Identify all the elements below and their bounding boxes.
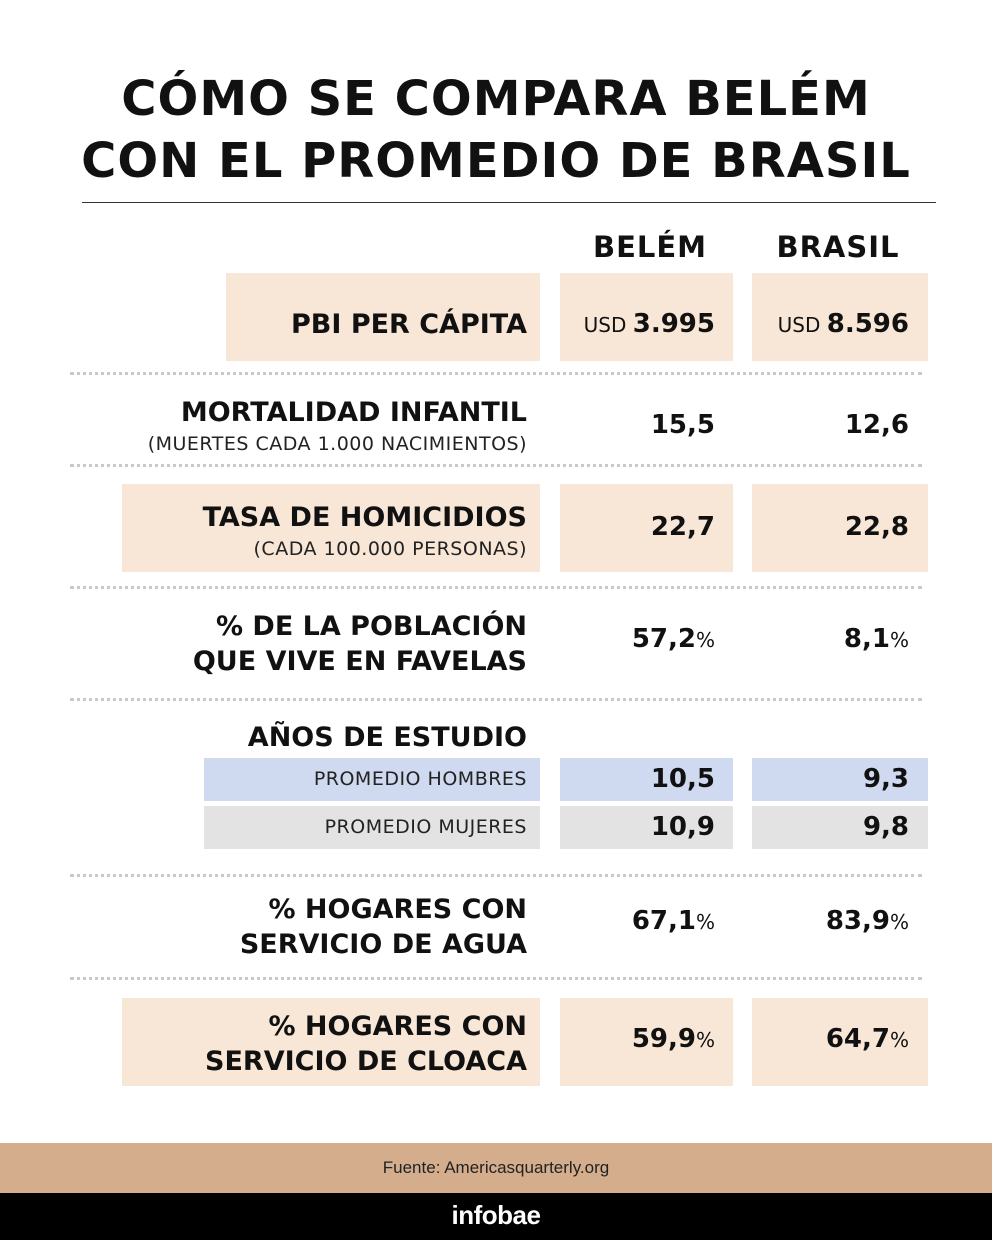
page-title: CÓMO SE COMPARA BELÉM CON EL PROMEDIO DE… [0,68,992,192]
homicidios-belem-value: 22,7 [650,512,715,542]
homicidios-brasil-cell [752,484,928,572]
cloaca-belem-value: 59,9% [632,1024,715,1054]
mortalidad-label: MORTALIDAD INFANTIL [180,397,527,428]
favelas-brasil-value: 8,1% [844,624,909,654]
hombres-label: PROMEDIO HOMBRES [313,768,527,790]
mortalidad-brasil-value: 12,6 [844,410,909,440]
percent-unit: % [695,910,715,934]
favelas-brasil-number: 8,1 [843,624,890,654]
pbi-belem-cell [560,273,733,361]
mujeres-label-cell [204,806,540,849]
agua-brasil-number: 83,9 [825,906,890,936]
row-separator [70,372,922,375]
title-line-2: CON EL PROMEDIO DE BRASIL [81,133,911,189]
favelas-belem-number: 57,2 [631,624,696,654]
mortalidad-sublabel: (MUERTES CADA 1.000 NACIMIENTOS) [147,433,527,455]
infobae-logo: infobae [451,1200,541,1230]
percent-unit: % [695,1028,715,1052]
percent-unit: % [889,1028,909,1052]
cloaca-brasil-value: 64,7% [826,1024,909,1054]
column-header-belem: BELÉM [592,230,708,264]
pbi-label-cell [226,273,540,361]
agua-belem-value: 67,1% [632,906,715,936]
homicidios-brasil-value: 22,8 [844,512,909,542]
mujeres-brasil-cell [752,806,928,849]
pbi-brasil-number: 8.596 [826,309,909,339]
mortalidad-belem-value: 15,5 [650,410,715,440]
hombres-brasil-cell [752,758,928,801]
agua-brasil-value: 83,9% [826,906,909,936]
pbi-belem-currency: USD [583,313,633,337]
title-divider [82,202,936,203]
row-separator [70,586,922,589]
mujeres-belem-cell [560,806,733,849]
mujeres-label: PROMEDIO MUJERES [324,816,527,838]
brand-bar: infobae [0,1193,992,1240]
source-text: Fuente: Americasquarterly.org [382,1158,610,1177]
pbi-label: PBI PER CÁPITA [291,309,527,340]
cloaca-label-line-1: % HOGARES CON [268,1011,527,1042]
row-separator [70,698,922,701]
homicidios-belem-cell [560,484,733,572]
agua-label-line-1: % HOGARES CON [268,894,527,925]
cloaca-brasil-number: 64,7 [825,1024,890,1054]
homicidios-label-cell [122,484,540,572]
row-separator [70,977,922,980]
hombres-brasil-value: 9,3 [862,764,909,794]
title-line-1: CÓMO SE COMPARA BELÉM [121,71,871,127]
source-bar: Fuente: Americasquarterly.org [0,1143,992,1193]
agua-belem-number: 67,1 [631,906,696,936]
hombres-belem-cell [560,758,733,801]
pbi-belem-number: 3.995 [632,309,715,339]
mujeres-belem-value: 10,9 [650,812,715,842]
cloaca-brasil-cell [752,998,928,1086]
hombres-belem-value: 10,5 [650,764,715,794]
pbi-belem-value: USD 3.995 [584,309,715,339]
favelas-label-line-2: QUE VIVE EN FAVELAS [192,646,527,677]
percent-unit: % [889,910,909,934]
column-header-brasil: BRASIL [776,230,900,264]
percent-unit: % [695,628,715,652]
pbi-brasil-currency: USD [777,313,827,337]
row-separator [70,874,922,877]
cloaca-belem-cell [560,998,733,1086]
favelas-belem-value: 57,2% [632,624,715,654]
pbi-brasil-cell [752,273,928,361]
cloaca-label-line-2: SERVICIO DE CLOACA [205,1046,527,1077]
mujeres-brasil-value: 9,8 [862,812,909,842]
cloaca-label-cell [122,998,540,1086]
hombres-label-cell [204,758,540,801]
homicidios-label: TASA DE HOMICIDIOS [202,502,527,533]
homicidios-sublabel: (CADA 100.000 PERSONAS) [253,538,527,560]
pbi-brasil-value: USD 8.596 [778,309,909,339]
percent-unit: % [889,628,909,652]
estudio-label: AÑOS DE ESTUDIO [247,722,527,753]
row-separator [70,464,922,467]
favelas-label-line-1: % DE LA POBLACIÓN [215,611,527,642]
cloaca-belem-number: 59,9 [631,1024,696,1054]
agua-label-line-2: SERVICIO DE AGUA [239,929,527,960]
